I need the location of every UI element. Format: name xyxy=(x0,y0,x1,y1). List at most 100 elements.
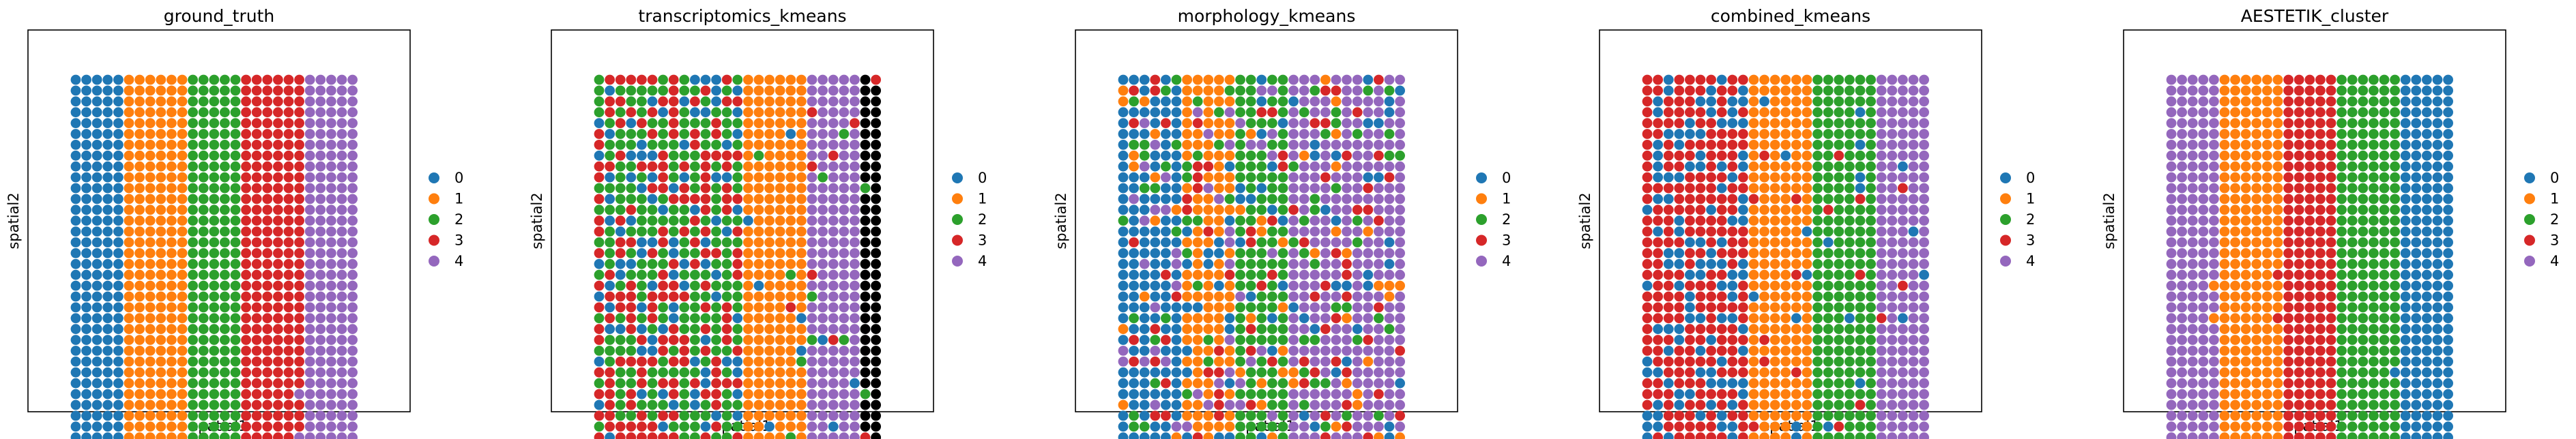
spot-cluster-4 xyxy=(326,161,336,172)
spot-cluster-1 xyxy=(134,399,145,410)
spot-cluster-3 xyxy=(647,421,658,432)
spot-cluster-1 xyxy=(743,258,753,269)
spot-cluster-0 xyxy=(637,389,647,399)
spot-cluster-1 xyxy=(1791,226,1801,237)
spot-cluster-3 xyxy=(1706,129,1717,139)
spot-cluster-2 xyxy=(594,313,605,324)
spot-cluster-4 xyxy=(1898,129,1908,139)
spot-cluster-2 xyxy=(2358,378,2369,389)
spot-cluster-0 xyxy=(1203,258,1214,269)
spot-cluster-4 xyxy=(1309,129,1320,139)
spot-cluster-0 xyxy=(102,280,113,291)
spot-cluster-2 xyxy=(732,421,743,432)
spot-cluster-0 xyxy=(102,432,113,439)
spot-cluster-1 xyxy=(2240,378,2251,389)
spot-cluster-0 xyxy=(1331,150,1342,161)
spot-cluster-3 xyxy=(2283,389,2294,399)
spot-cluster-4 xyxy=(326,291,336,302)
spot-cluster-0 xyxy=(1161,194,1171,205)
spot-cluster-2 xyxy=(2379,280,2390,291)
legend-marker-3 xyxy=(952,234,963,246)
spot-cluster-1 xyxy=(1331,161,1342,172)
spot-cluster-2 xyxy=(637,194,647,205)
spot-cluster-2 xyxy=(1256,313,1267,324)
spot-cluster-4 xyxy=(315,74,326,85)
spot-cluster-0 xyxy=(1908,226,1919,237)
spot-cluster-4 xyxy=(1320,346,1331,356)
spot-cluster-0 xyxy=(1716,237,1727,247)
spot-cluster-2 xyxy=(1299,399,1309,410)
spot-cluster-4 xyxy=(1908,96,1919,107)
spot-cluster-3 xyxy=(2283,194,2294,205)
spot-cluster-2 xyxy=(637,205,647,215)
spot-cluster-4 xyxy=(2209,399,2219,410)
spot-cluster-2 xyxy=(209,237,220,247)
spot-cluster-undefined xyxy=(871,205,881,215)
spot-cluster-0 xyxy=(1642,367,1653,378)
spot-cluster-2 xyxy=(1235,410,1245,421)
spot-cluster-4 xyxy=(315,357,326,367)
spot-cluster-4 xyxy=(1320,140,1331,150)
spot-cluster-3 xyxy=(2283,248,2294,258)
spot-cluster-0 xyxy=(1919,269,1930,280)
spot-cluster-2 xyxy=(637,172,647,183)
spot-cluster-3 xyxy=(1674,74,1685,85)
spot-cluster-2 xyxy=(230,335,241,345)
spot-cluster-2 xyxy=(1855,118,1866,129)
spot-cluster-4 xyxy=(1299,74,1309,85)
spot-cluster-2 xyxy=(615,389,626,399)
spot-cluster-1 xyxy=(2230,172,2241,183)
spot-cluster-3 xyxy=(1663,280,1674,291)
spot-cluster-2 xyxy=(2336,302,2347,313)
scatter-points xyxy=(2166,74,2454,439)
spot-cluster-4 xyxy=(1876,194,1887,205)
spot-cluster-3 xyxy=(1129,335,1139,345)
spot-cluster-4 xyxy=(828,194,839,205)
spot-cluster-4 xyxy=(839,205,850,215)
spot-cluster-4 xyxy=(2187,399,2198,410)
spot-cluster-2 xyxy=(1855,324,1866,335)
spot-cluster-0 xyxy=(1738,205,1748,215)
spot-cluster-2 xyxy=(1352,129,1363,139)
spot-cluster-2 xyxy=(700,269,711,280)
spot-cluster-4 xyxy=(1908,399,1919,410)
spot-cluster-3 xyxy=(1727,129,1738,139)
spot-cluster-0 xyxy=(637,183,647,194)
spot-cluster-2 xyxy=(615,378,626,389)
spot-cluster-0 xyxy=(1171,118,1182,129)
spot-cluster-4 xyxy=(1309,389,1320,399)
spot-cluster-4 xyxy=(1299,96,1309,107)
spot-cluster-0 xyxy=(1161,248,1171,258)
spot-cluster-0 xyxy=(91,248,102,258)
spot-cluster-3 xyxy=(2272,313,2283,324)
spot-cluster-3 xyxy=(668,432,679,439)
spot-cluster-2 xyxy=(1834,324,1844,335)
spot-cluster-2 xyxy=(198,280,209,291)
spot-cluster-0 xyxy=(102,269,113,280)
spot-cluster-4 xyxy=(326,205,336,215)
spot-cluster-3 xyxy=(262,237,273,247)
spot-cluster-0 xyxy=(1642,280,1653,291)
spot-cluster-3 xyxy=(2304,378,2315,389)
spot-cluster-1 xyxy=(1791,118,1801,129)
spot-cluster-1 xyxy=(124,280,134,291)
spot-cluster-3 xyxy=(679,183,690,194)
spot-cluster-1 xyxy=(1748,399,1759,410)
spot-cluster-2 xyxy=(2369,85,2379,96)
spot-cluster-1 xyxy=(796,389,807,399)
spot-cluster-1 xyxy=(145,194,156,205)
spot-cluster-1 xyxy=(775,150,785,161)
spot-cluster-0 xyxy=(91,150,102,161)
spot-cluster-1 xyxy=(177,85,188,96)
spot-cluster-2 xyxy=(1129,410,1139,421)
spot-cluster-1 xyxy=(2251,258,2262,269)
spot-cluster-4 xyxy=(326,172,336,183)
spot-cluster-4 xyxy=(2209,205,2219,215)
spot-cluster-4 xyxy=(1898,96,1908,107)
spot-cluster-4 xyxy=(315,140,326,150)
spot-cluster-2 xyxy=(1277,96,1288,107)
spot-cluster-3 xyxy=(2315,248,2326,258)
spot-cluster-4 xyxy=(828,324,839,335)
spot-cluster-2 xyxy=(198,74,209,85)
